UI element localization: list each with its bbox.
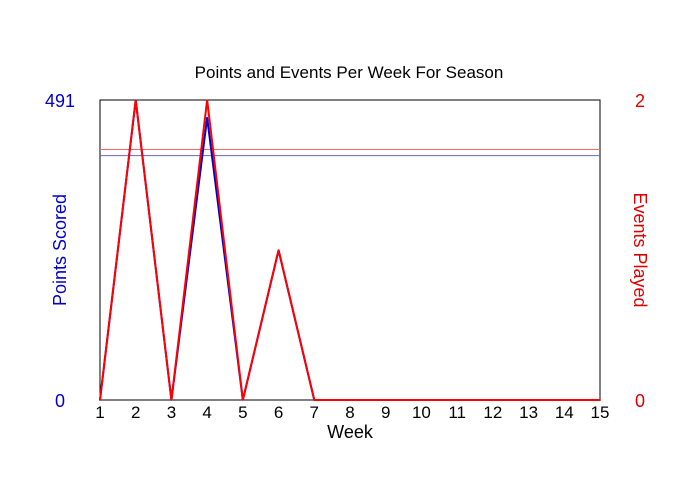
x-tick-label-12: 12 xyxy=(483,403,502,422)
x-tick-label-15: 15 xyxy=(591,403,610,422)
x-tick-label-14: 14 xyxy=(555,403,574,422)
data-point-right-7 xyxy=(313,399,316,401)
data-point-right-1 xyxy=(99,399,101,401)
x-tick-label-3: 3 xyxy=(167,403,176,422)
x-axis-ticks: 1 2 3 4 5 6 7 8 9 10 11 12 13 14 15 xyxy=(95,403,609,422)
plot-area xyxy=(99,99,601,401)
x-tick-label-2: 2 xyxy=(131,403,140,422)
data-point-right-6 xyxy=(277,249,280,251)
x-tick-label-11: 11 xyxy=(448,403,466,422)
data-point-right-15 xyxy=(599,399,601,401)
data-point-right-3 xyxy=(170,399,173,401)
y-left-axis-label: Points Scored xyxy=(50,194,70,306)
x-tick-label-13: 13 xyxy=(519,403,538,422)
data-point-right-10 xyxy=(420,399,423,401)
y-right-min-label: 0 xyxy=(635,391,645,411)
y-right-max-label: 2 xyxy=(635,91,645,111)
data-point-right-11 xyxy=(456,399,458,401)
data-point-right-13 xyxy=(527,399,530,401)
x-tick-label-5: 5 xyxy=(238,403,247,422)
x-tick-label-4: 4 xyxy=(202,403,211,422)
data-point-right-8 xyxy=(349,399,351,401)
y-right-axis-label: Events Played xyxy=(630,192,650,307)
data-point-left-4 xyxy=(206,116,208,119)
data-point-right-9 xyxy=(384,399,387,401)
x-tick-label-6: 6 xyxy=(274,403,283,422)
series-lines xyxy=(99,99,601,401)
y-left-min-label: 0 xyxy=(55,391,65,411)
data-point-right-2 xyxy=(134,99,137,101)
x-tick-label-10: 10 xyxy=(412,403,431,422)
data-point-right-14 xyxy=(563,399,566,401)
y-left-max-label: 491 xyxy=(45,91,75,111)
x-tick-label-9: 9 xyxy=(381,403,390,422)
chart-title: Points and Events Per Week For Season xyxy=(195,63,504,82)
data-point-right-12 xyxy=(492,399,494,401)
data-point-right-5 xyxy=(242,399,244,401)
data-point-right-4 xyxy=(206,99,208,101)
x-tick-label-1: 1 xyxy=(95,403,104,422)
x-tick-label-8: 8 xyxy=(345,403,354,422)
reference-lines xyxy=(100,149,600,157)
x-axis-label: Week xyxy=(327,422,374,442)
x-tick-label-7: 7 xyxy=(310,403,319,422)
